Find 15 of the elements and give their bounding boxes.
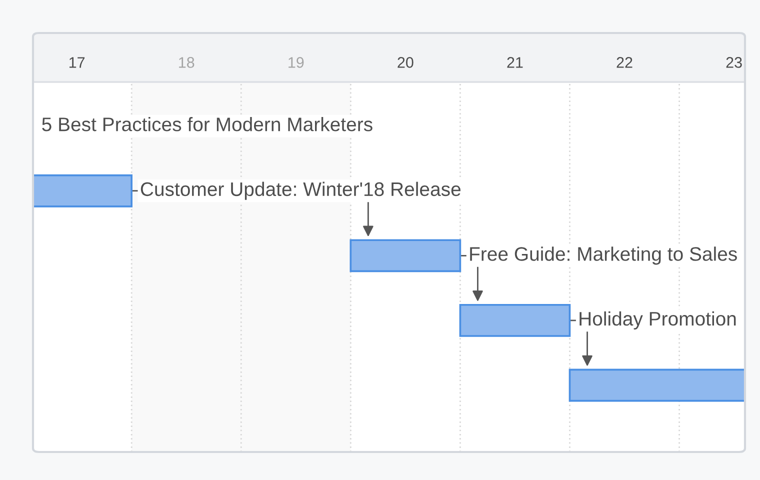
bar [459, 304, 571, 337]
x-tick-label: 23 [726, 57, 742, 68]
x-tick-label: 18 [179, 57, 194, 68]
y-tick-label: Customer Update: Winter'18 Release [140, 182, 461, 200]
x-tick-label: 21 [507, 57, 523, 68]
y-tick-label: Free Guide: Marketing to Sales [470, 246, 737, 265]
bar [350, 239, 462, 272]
bar [568, 368, 745, 402]
x-tick-label: 20 [398, 57, 414, 68]
y-tick-label: 5 Best Practices for Modern Marketers [42, 117, 372, 132]
bar [33, 174, 132, 208]
x-tick-label: 19 [288, 57, 304, 68]
y-tick-label: Holiday Promotion [580, 311, 736, 330]
x-tick-label: 22 [616, 57, 632, 68]
x-tick-label: 17 [69, 57, 85, 68]
